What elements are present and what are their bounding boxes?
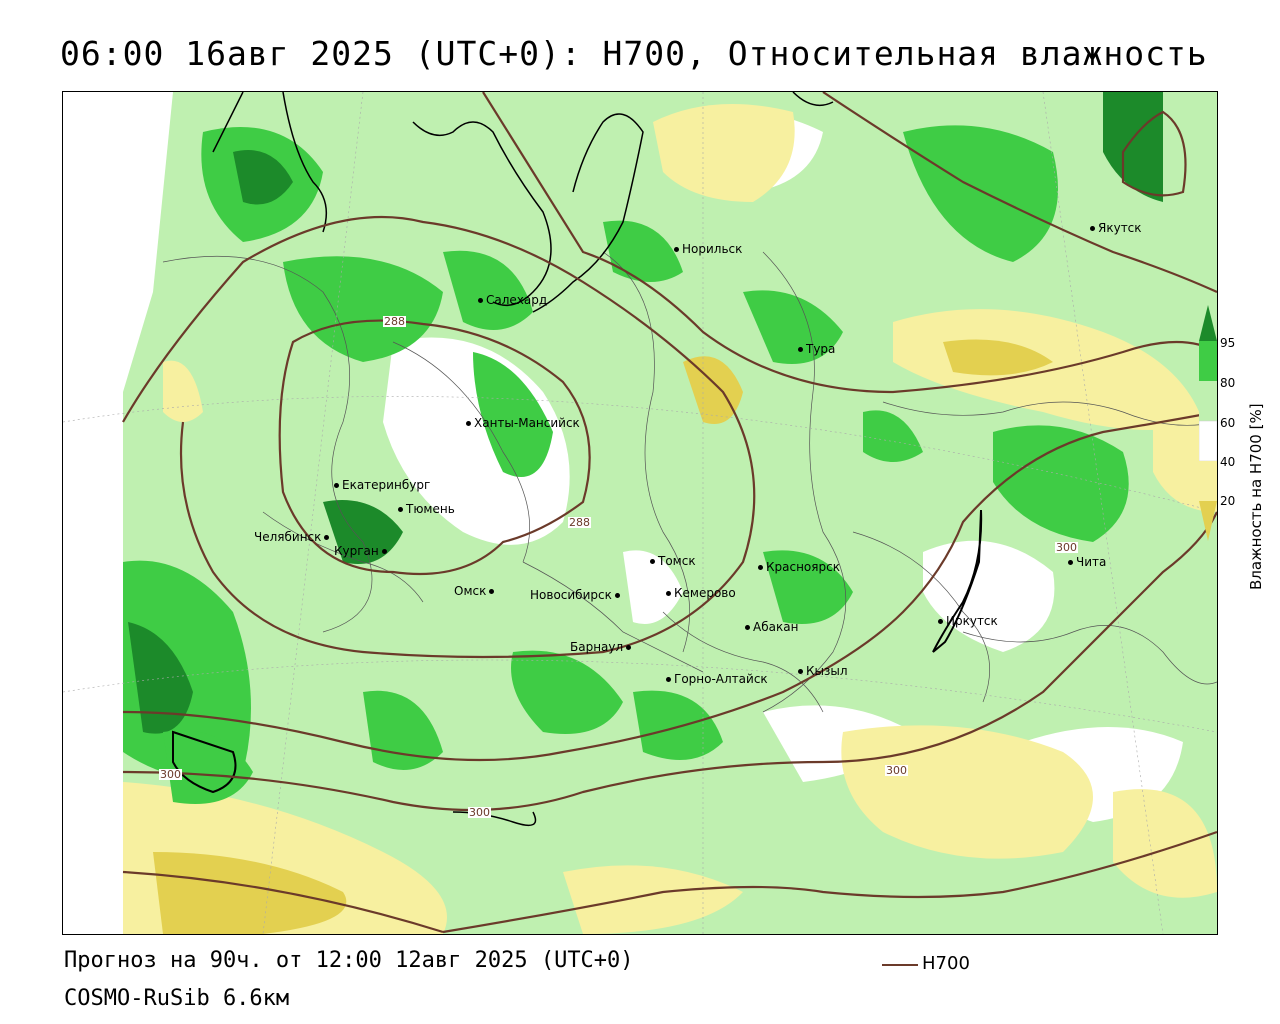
city-barnaul: Барнаул [570,640,634,654]
city-dot [614,593,620,598]
colorbar-tick: 40 [1220,455,1236,469]
map-canvas [63,92,1217,934]
colorbar-tick: 20 [1220,494,1236,508]
city-chita: Чита [1068,555,1106,569]
city-krasnoyarsk: Красноярск [758,560,840,574]
city-dot [745,625,750,630]
contour-yakutsk-low [1121,110,1187,197]
colorbar-tick: 60 [1220,416,1236,430]
city-dot [938,619,943,624]
contour-southeast [442,830,1217,934]
contour-288-inner [278,319,591,576]
city-dot [478,298,483,303]
colorbar-tick: 80 [1220,376,1236,390]
contour-label: 288 [383,315,406,328]
graticule [63,92,1217,934]
city-dot [398,507,403,512]
city-yakutsk: Якутск [1090,221,1142,235]
city-tomsk: Томск [650,554,696,568]
model-name: COSMO-RuSib 6.6км [64,986,290,1011]
contour-southwest [122,870,444,934]
city-kyzyl: Кызыл [798,664,848,678]
city-dot [798,347,803,352]
page-title: 06:00 16авг 2025 (UTC+0): H700, Относите… [60,34,1208,73]
colorbar-title: Влажность на H700 [%] [1247,403,1265,590]
contour-north [482,92,1217,394]
legend-line-sample [882,964,918,966]
city-dot [466,421,471,426]
city-irkutsk: Иркутск [938,614,998,628]
contour-northeast [822,92,1217,294]
city-gorno-altaysk: Горно-Алтайск [666,672,768,686]
city-dot [334,483,339,488]
city-kemerovo: Кемерово [666,586,736,600]
city-dot [650,559,655,564]
city-dot [381,549,387,554]
humidity-dry-area [653,104,795,202]
legend-label: H700 [922,953,970,974]
city-novosibirsk: Новосибирск [530,588,623,602]
contour-label: 288 [568,516,591,529]
region-borders [162,251,1217,713]
city-dot [489,589,495,594]
city-salekhard: Салехард [478,293,547,307]
city-dot [666,677,671,682]
city-dot [1068,560,1073,565]
map-area[interactable]: 288 288 300 300 300 300 [62,91,1218,935]
contour-300-south [122,511,1217,812]
h700-contours [122,92,1217,934]
city-dot [1090,226,1095,231]
city-dot [666,591,671,596]
city-omsk: Омск [454,584,497,598]
city-norilsk: Норильск [674,242,742,256]
contour-label: 300 [885,764,908,777]
city-abakan: Абакан [745,620,798,634]
forecast-info: Прогноз на 90ч. от 12:00 12авг 2025 (UTC… [64,948,634,973]
city-dot [758,565,763,570]
city-tyumen: Тюмень [398,502,455,516]
city-chelyabinsk: Челябинск [254,530,332,544]
colorbar-tick: 95 [1220,336,1236,350]
contour-label: 300 [159,768,182,781]
city-yekaterinburg: Екатеринбург [334,478,430,492]
city-khanty-mansiysk: Ханты-Мансийск [466,416,580,430]
city-dot [626,645,632,650]
city-dot [674,247,679,252]
contour-label: 300 [1055,541,1078,554]
city-kurgan: Курган [334,544,390,558]
contour-label: 300 [468,806,491,819]
coastline [172,92,983,827]
city-dot [324,535,330,540]
contour-300-main [122,410,1217,762]
contour-288-outer [122,216,756,659]
colorbar [1199,305,1217,541]
city-tura: Тура [798,342,835,356]
city-dot [798,669,803,674]
